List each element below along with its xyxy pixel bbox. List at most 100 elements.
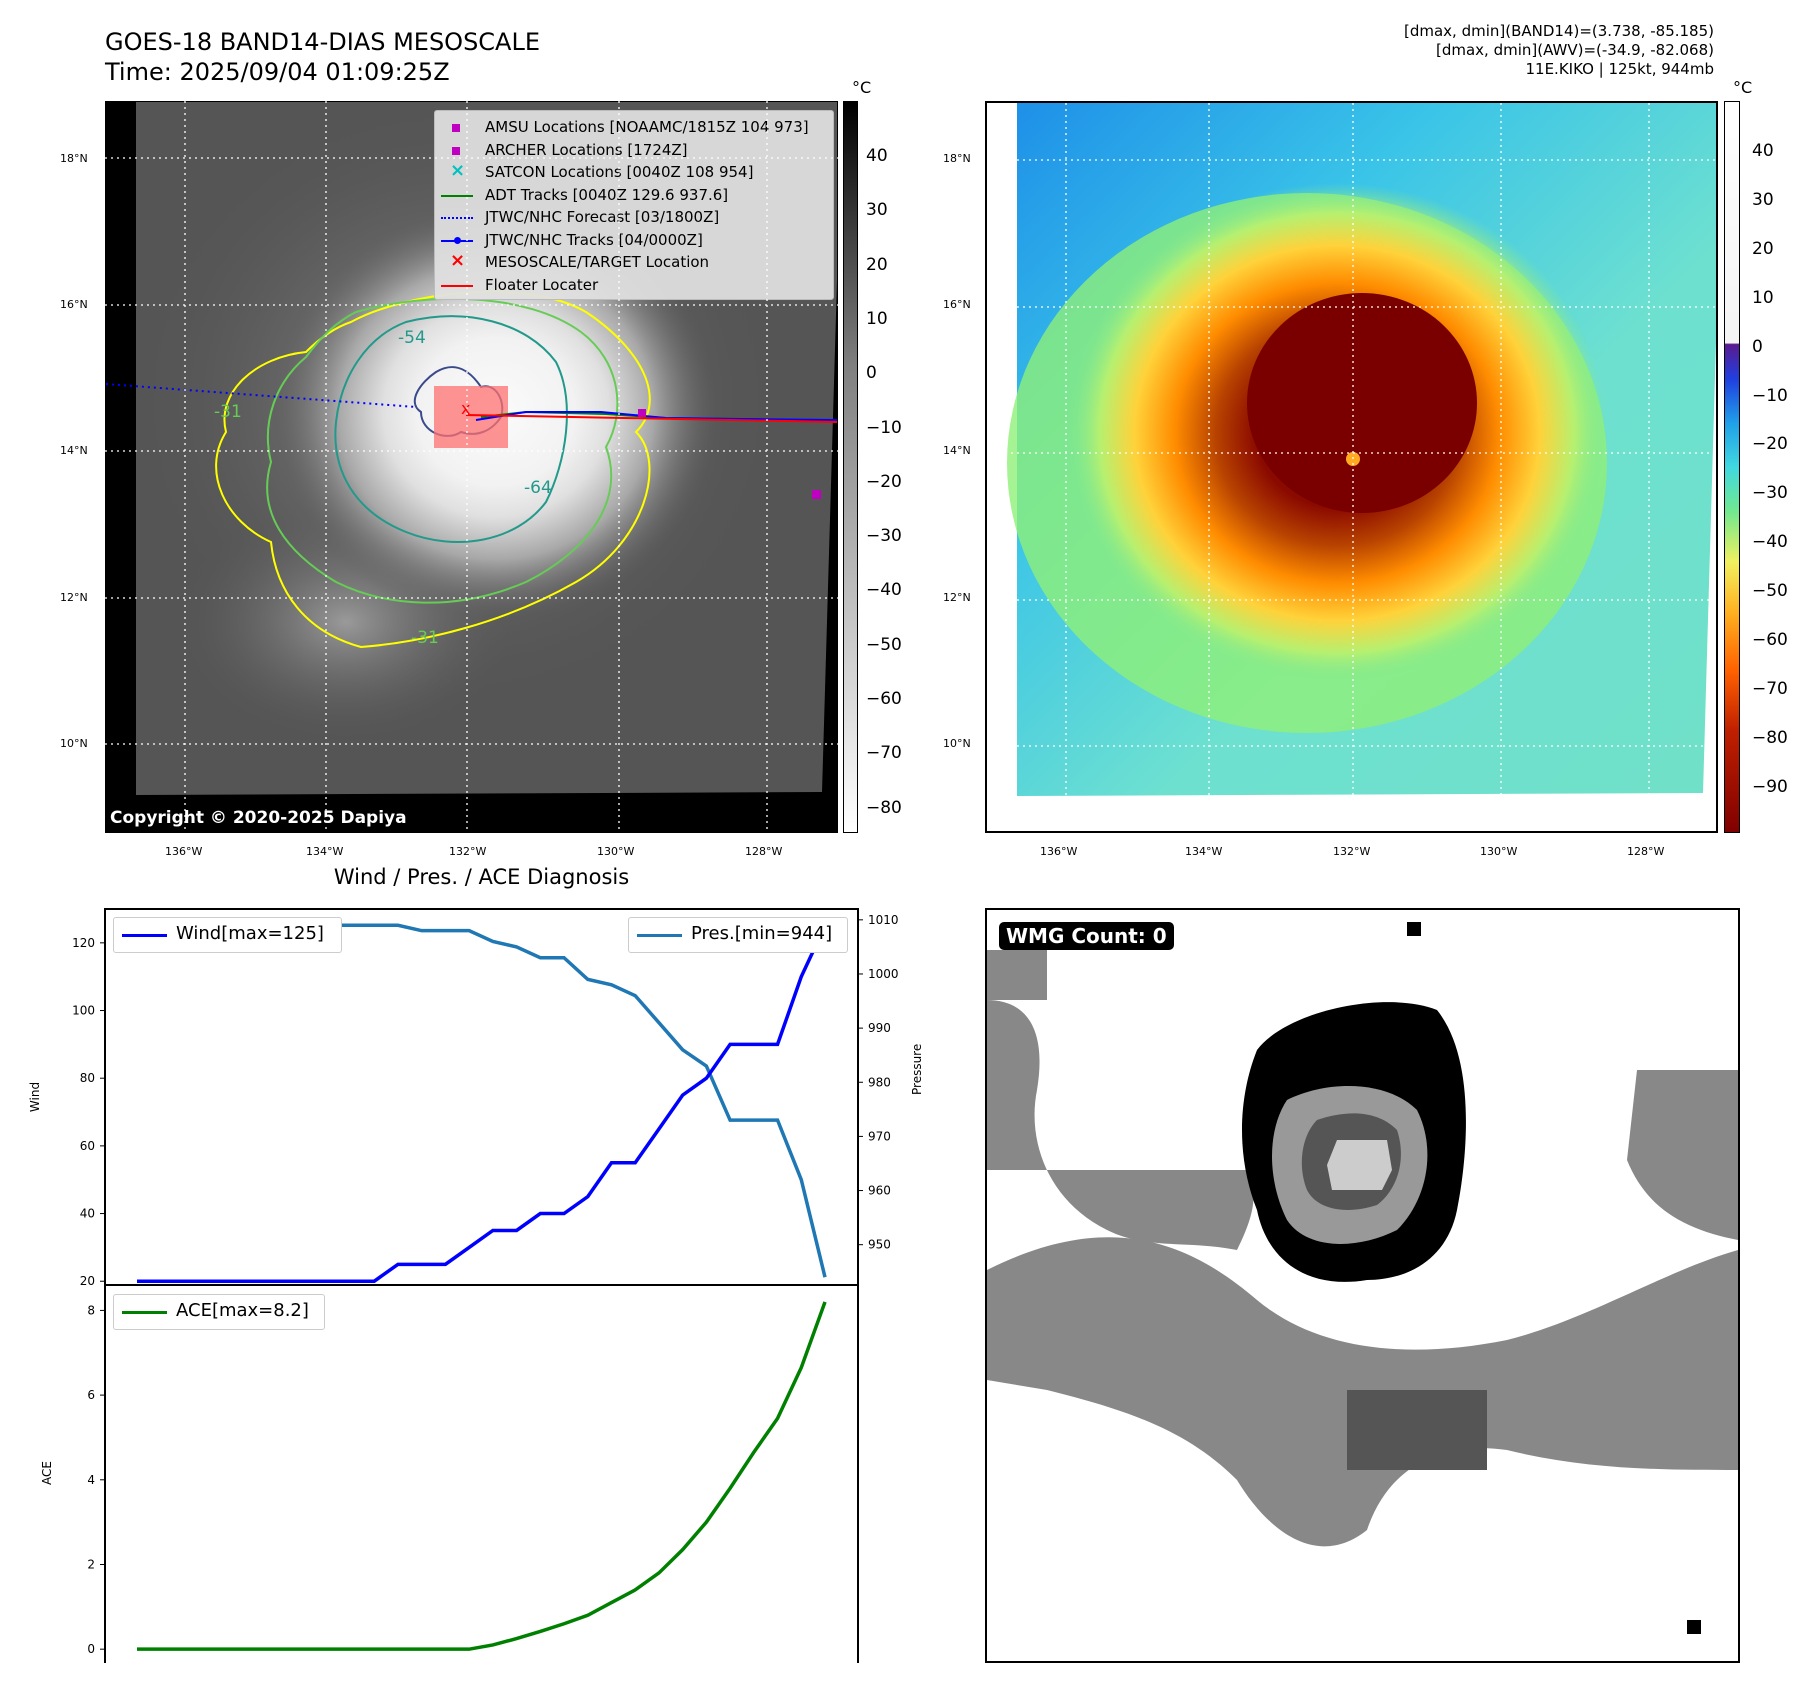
awv-range: [dmax, dmin](AWV)=(-34.9, -82.068) — [1435, 41, 1714, 59]
ir-legend-item: ARCHER Locations [1724Z] — [435, 140, 825, 162]
pressure-legend: Pres.[min=944] — [628, 917, 848, 953]
ir-legend-item: JTWC/NHC Tracks [04/0000Z] — [435, 230, 825, 252]
ace-ytick-label: 2 — [87, 1557, 95, 1571]
lat-label: 12°N — [943, 591, 971, 604]
band14-range: [dmax, dmin](BAND14)=(3.738, -85.185) — [1403, 22, 1714, 40]
pressure-ytick-label: 980 — [868, 1075, 891, 1089]
lon-label: 130°W — [597, 845, 635, 858]
ir-colorbar-unit: °C — [852, 78, 872, 97]
wind-ytick-label: 100 — [72, 1004, 95, 1018]
title-product: GOES-18 BAND14-DIAS MESOSCALE — [105, 28, 541, 56]
legend-label: JTWC/NHC Tracks [04/0000Z] — [485, 230, 703, 249]
legend-marker: × — [450, 160, 466, 181]
lon-label: 132°W — [449, 845, 487, 858]
legend-marker — [452, 124, 460, 132]
colorbar-tick-label: −40 — [866, 580, 902, 601]
colorbar-tick-label: 30 — [1752, 189, 1774, 210]
lon-label: 128°W — [1627, 845, 1665, 858]
jtwc-track — [475, 411, 837, 421]
ace-ytick-label: 0 — [87, 1642, 95, 1656]
floater-line — [465, 414, 837, 423]
colorbar-tick-label: −60 — [1752, 630, 1788, 650]
legend-marker: × — [450, 250, 466, 271]
lat-label: 18°N — [60, 152, 88, 165]
colorbar-tick-label: −70 — [866, 743, 902, 764]
colorbar-tick-label: −50 — [866, 634, 902, 655]
lon-label: 134°W — [306, 845, 344, 858]
lat-label: 10°N — [60, 737, 88, 750]
ace-plot-frame — [104, 1284, 859, 1663]
legend-marker — [441, 217, 473, 219]
wind-ytick-label: 60 — [80, 1139, 95, 1153]
colorbar-tick-label: 10 — [866, 308, 888, 329]
wind-ytick-label: 20 — [80, 1274, 95, 1285]
legend-label: ADT Tracks [0040Z 129.6 937.6] — [485, 185, 729, 204]
pressure-legend-label: Pres.[min=944] — [691, 923, 833, 944]
ir-legend-item: × SATCON Locations [0040Z 108 954] — [435, 160, 825, 184]
ir-legend-item: AMSU Locations [NOAAMC/1815Z 104 973] — [435, 117, 825, 139]
legend-label: JTWC/NHC Forecast [03/1800Z] — [485, 208, 720, 226]
contour-label: -54 — [398, 328, 426, 348]
colorbar-tick-label: −80 — [1752, 727, 1788, 748]
ir-gridlines — [105, 101, 838, 833]
lat-label: 12°N — [60, 591, 88, 604]
ace-legend-label: ACE[max=8.2] — [176, 1300, 309, 1321]
legend-marker — [441, 284, 473, 287]
colorbar-tick-label: −10 — [866, 417, 902, 438]
contour-label: -31 — [411, 628, 439, 648]
wmg-panel: WMG Count: 0 — [985, 908, 1740, 1663]
svg-text:x: x — [461, 399, 470, 418]
lon-label: 128°W — [745, 845, 783, 858]
colorbar-tick-label: 10 — [1752, 287, 1774, 308]
wind-legend-label: Wind[max=125] — [176, 923, 324, 944]
lon-label: 132°W — [1333, 845, 1371, 858]
ace-ytick-label: 8 — [87, 1303, 95, 1317]
ir-colorbar — [843, 101, 858, 833]
map-title: GOES-18 BAND14-DIAS MESOSCALE Time: 2025… — [105, 27, 540, 87]
stats-info: [dmax, dmin](BAND14)=(3.738, -85.185) [d… — [1404, 22, 1714, 79]
colorbar-tick-label: 20 — [866, 254, 888, 275]
legend-label: ARCHER Locations [1724Z] — [485, 140, 688, 159]
lon-label: 136°W — [165, 845, 203, 858]
pressure-ytick-label: 960 — [868, 1184, 891, 1198]
awv-imagery — [987, 103, 1716, 831]
colorbar-tick-label: −30 — [866, 526, 902, 547]
contour-31-outer — [215, 290, 651, 649]
wind-ytick-label: 120 — [72, 936, 95, 950]
colorbar-tick-label: 30 — [866, 200, 888, 221]
contour-54 — [334, 315, 568, 543]
ir-legend-item: ADT Tracks [0040Z 129.6 937.6] — [435, 185, 825, 207]
legend-label: Floater Locater — [485, 275, 599, 294]
colorbar-tick-label: −70 — [1752, 678, 1788, 699]
colorbar-tick-label: −50 — [1752, 581, 1788, 602]
lat-label: 10°N — [943, 737, 971, 750]
awv-colorbar-unit: °C — [1733, 78, 1753, 97]
colorbar-tick-label: −30 — [1752, 483, 1788, 504]
colorbar-tick-label: −60 — [866, 689, 902, 709]
pressure-ytick-label: 950 — [868, 1238, 891, 1252]
pressure-ytick-label: 970 — [868, 1129, 891, 1143]
ir-legend-item: × MESOSCALE/TARGET Location — [435, 250, 825, 274]
legend-swatch-ace — [122, 1311, 167, 1314]
legend-marker — [452, 146, 460, 155]
pressure-ytick-label: 990 — [868, 1021, 891, 1035]
legend-marker — [441, 236, 473, 244]
forecast-track — [106, 383, 417, 408]
colorbar-tick-label: 40 — [866, 146, 888, 166]
colorbar-tick-label: −80 — [866, 797, 902, 818]
wmg-count-badge: WMG Count: 0 — [999, 922, 1174, 950]
colorbar-tick-label: −20 — [1752, 434, 1788, 455]
pressure-ytick-label: 1000 — [868, 967, 899, 981]
lat-label: 14°N — [943, 444, 971, 457]
legend-label: MESOSCALE/TARGET Location — [485, 253, 710, 271]
pressure-ytick-label: 1010 — [868, 913, 899, 927]
lon-label: 130°W — [1480, 845, 1518, 858]
lat-label: 16°N — [943, 298, 971, 311]
colorbar-tick-label: 0 — [866, 363, 877, 384]
colorbar-tick-label: 0 — [1752, 336, 1763, 357]
lat-label: 14°N — [60, 444, 88, 457]
wind-legend: Wind[max=125] — [113, 917, 342, 953]
ace-legend: ACE[max=8.2] — [113, 1294, 325, 1330]
legend-marker — [441, 194, 473, 197]
awv-map-panel — [985, 101, 1718, 833]
